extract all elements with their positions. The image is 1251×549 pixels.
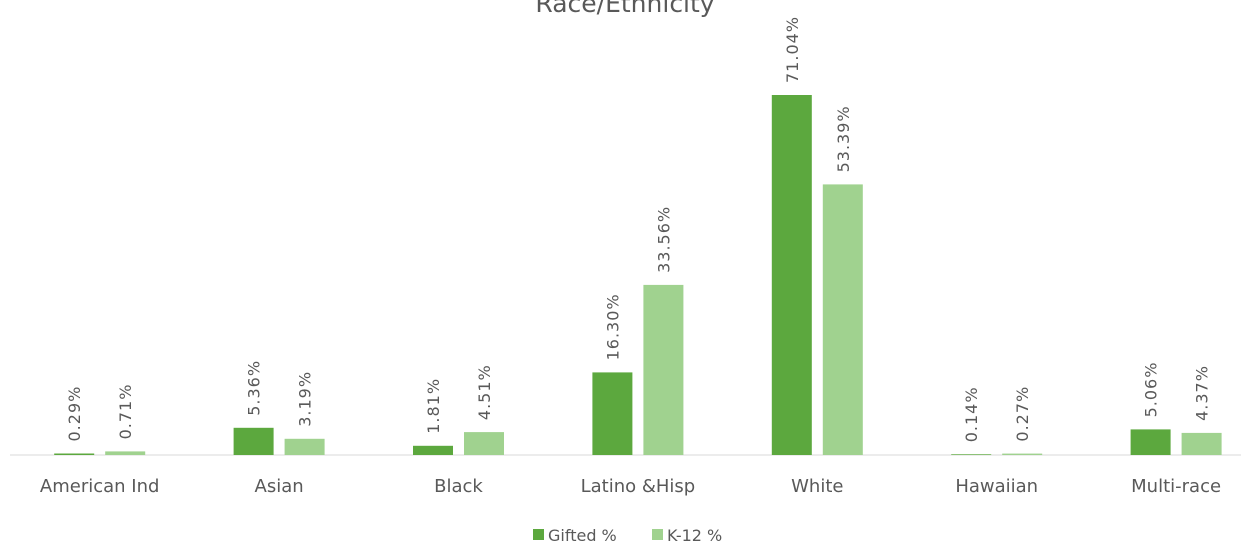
category-label-0: American Ind [40,476,160,497]
data-label-k12-4: 53.39% [834,105,853,172]
data-label-k12-6: 4.37% [1193,365,1212,421]
category-label-2: Black [434,476,483,497]
data-label-gifted-6: 5.06% [1142,362,1161,418]
data-label-k12-1: 3.19% [296,371,315,427]
bar-k12-2 [464,432,504,455]
bar-k12-5 [1002,453,1043,455]
bar-gifted-0 [54,453,95,455]
data-label-gifted-5: 0.14% [962,386,981,442]
bar-k12-4 [822,184,863,455]
chart-title: Race/Ethnicity [535,0,714,18]
bar-gifted-3 [592,372,633,455]
data-label-gifted-1: 5.36% [245,360,264,416]
legend: Gifted % K-12 % [533,526,722,545]
bar-gifted-6 [1130,429,1171,455]
data-label-gifted-3: 16.30% [603,293,622,360]
category-label-1: Asian [255,476,304,497]
category-label-6: Multi-race [1131,476,1221,497]
bar-k12-1 [284,438,325,455]
bars-layer [54,95,1222,455]
data-label-gifted-0: 0.29% [65,386,84,442]
data-label-gifted-2: 1.81% [424,378,443,434]
bar-gifted-5 [951,454,992,455]
bar-k12-6 [1181,432,1222,455]
bar-gifted-2 [413,445,453,455]
data-label-k12-2: 4.51% [475,364,494,420]
legend-swatch-gifted [533,529,544,540]
bar-gifted-1 [233,427,274,455]
category-label-3: Latino &Hisp [581,476,696,497]
bar-k12-0 [105,451,146,455]
data-label-gifted-4: 71.04% [783,16,802,83]
bar-k12-3 [643,284,684,455]
data-label-k12-0: 0.71% [116,384,135,440]
data-label-k12-3: 33.56% [654,206,673,273]
legend-label-k12: K-12 % [667,526,722,545]
category-label-5: Hawaiian [955,476,1038,497]
category-label-4: White [791,476,843,497]
legend-label-gifted: Gifted % [548,526,617,545]
category-labels-layer: American Ind Asian Black Latino &Hisp White H… [40,476,1221,497]
legend-swatch-k12 [652,529,663,540]
data-label-k12-5: 0.27% [1013,386,1032,442]
data-labels-layer: 0.29% 0.71% 5.36% 3.19% 1.81% 4.51% 16.30% 33.5… [65,16,1211,442]
bar-gifted-4 [771,95,812,455]
